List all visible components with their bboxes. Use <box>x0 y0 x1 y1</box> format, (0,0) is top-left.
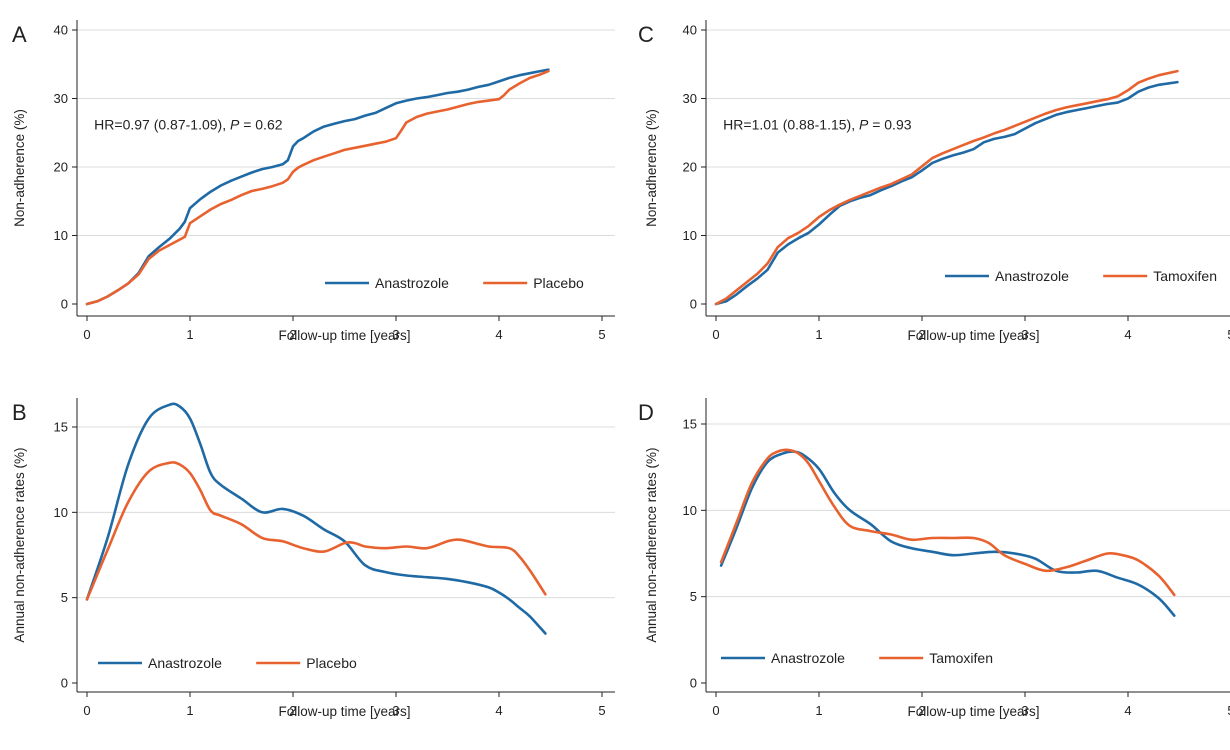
panel-a: A 0 10 20 30 40 0 1 2 3 4 5 Follow-up time [years] No… <box>12 20 615 343</box>
annotation-suffix: = 0.62 <box>239 116 282 132</box>
legend: Anastrozole Placebo <box>98 655 357 671</box>
x-tick-label: 5 <box>1227 327 1230 342</box>
y-tick-label: 5 <box>690 589 697 604</box>
legend: Anastrozole Placebo <box>325 275 584 291</box>
panel-letter: C <box>638 22 654 47</box>
x-tick-label: 4 <box>1124 327 1131 342</box>
x-axis-title: Follow-up time [years] <box>278 328 410 343</box>
y-tick-label: 30 <box>54 91 68 106</box>
legend-label-anastrozole: Anastrozole <box>995 268 1069 284</box>
y-tick-label: 10 <box>683 503 697 518</box>
y-tick-label: 0 <box>61 297 68 312</box>
legend-label-placebo: Placebo <box>533 275 584 291</box>
x-tick-label: 0 <box>712 327 719 342</box>
legend: Anastrozole Tamoxifen <box>945 268 1217 284</box>
series-line-anastrozole <box>85 68 550 306</box>
panel-b: B 0 5 10 15 0 1 2 3 4 5 Follow-up time [years] Annua… <box>12 398 615 719</box>
x-tick-label: 5 <box>598 703 605 718</box>
legend-label-tamoxifen: Tamoxifen <box>929 650 993 666</box>
y-tick-label: 10 <box>683 228 697 243</box>
x-tick-label: 4 <box>495 703 502 718</box>
annotation-p-symbol: P <box>230 116 240 132</box>
series-line-anastrozole <box>714 80 1179 306</box>
annotation-suffix: = 0.93 <box>868 116 911 132</box>
panel-letter: D <box>638 400 654 425</box>
y-tick-label: 15 <box>683 417 697 432</box>
y-tick-label: 0 <box>690 676 697 691</box>
series-line-tamoxifen <box>719 448 1176 597</box>
panel-c: C 0 10 20 30 40 0 1 2 3 4 5 Follow-up time [years] No… <box>638 20 1230 343</box>
y-tick-label: 40 <box>683 23 697 38</box>
legend-label-anastrozole: Anastrozole <box>148 655 222 671</box>
x-tick-label: 0 <box>83 327 90 342</box>
legend: Anastrozole Tamoxifen <box>721 650 993 666</box>
y-tick-label: 20 <box>683 160 697 175</box>
annotation-p-symbol: P <box>859 116 869 132</box>
x-tick-label: 4 <box>1124 703 1131 718</box>
y-tick-label: 30 <box>683 91 697 106</box>
x-tick-label: 1 <box>186 327 193 342</box>
series-line-anastrozole <box>719 450 1176 617</box>
x-tick-label: 1 <box>186 703 193 718</box>
y-tick-label: 10 <box>54 505 68 520</box>
y-tick-label: 0 <box>61 676 68 691</box>
x-axis-title: Follow-up time [years] <box>907 704 1039 719</box>
panel-d: D 0 5 10 15 0 1 2 3 4 5 Follow-up time [years] Annua… <box>638 398 1230 719</box>
panel-letter: A <box>12 22 27 47</box>
annotation-prefix: HR=0.97 (0.87-1.09), <box>94 116 230 132</box>
x-tick-label: 1 <box>815 327 822 342</box>
series-line-placebo <box>85 461 547 601</box>
hazard-ratio-annotation: HR=0.97 (0.87-1.09), P = 0.62 <box>94 116 283 132</box>
x-tick-label: 5 <box>1227 703 1230 718</box>
x-tick-label: 3 <box>392 327 399 342</box>
x-tick-label: 2 <box>918 327 925 342</box>
y-axis-title: Non-adherence (%) <box>12 109 27 227</box>
legend-label-anastrozole: Anastrozole <box>771 650 845 666</box>
x-tick-label: 0 <box>712 703 719 718</box>
y-axis-title: Annual non-adherence rates (%) <box>12 447 27 642</box>
x-tick-label: 0 <box>83 703 90 718</box>
y-tick-label: 40 <box>54 23 68 38</box>
y-tick-label: 5 <box>61 590 68 605</box>
legend-label-anastrozole: Anastrozole <box>375 275 449 291</box>
x-tick-label: 5 <box>598 327 605 342</box>
panel-letter: B <box>12 400 27 425</box>
y-tick-label: 20 <box>54 160 68 175</box>
y-axis-title: Annual non-adherence rates (%) <box>644 447 659 642</box>
x-tick-label: 3 <box>392 703 399 718</box>
y-tick-label: 15 <box>54 420 68 435</box>
annotation-prefix: HR=1.01 (0.88-1.15), <box>723 116 859 132</box>
y-tick-label: 10 <box>54 228 68 243</box>
legend-label-tamoxifen: Tamoxifen <box>1153 268 1217 284</box>
x-tick-label: 2 <box>289 327 296 342</box>
y-axis-title: Non-adherence (%) <box>644 109 659 227</box>
series-line-tamoxifen <box>714 69 1179 306</box>
x-axis-title: Follow-up time [years] <box>907 328 1039 343</box>
series-line-anastrozole <box>85 402 547 635</box>
x-tick-label: 3 <box>1021 703 1028 718</box>
hazard-ratio-annotation: HR=1.01 (0.88-1.15), P = 0.93 <box>723 116 912 132</box>
x-tick-label: 4 <box>495 327 502 342</box>
x-tick-label: 3 <box>1021 327 1028 342</box>
legend-label-placebo: Placebo <box>306 655 357 671</box>
x-tick-label: 1 <box>815 703 822 718</box>
x-tick-label: 2 <box>918 703 925 718</box>
y-tick-label: 0 <box>690 297 697 312</box>
x-axis-title: Follow-up time [years] <box>278 704 410 719</box>
x-tick-label: 2 <box>289 703 296 718</box>
series-line-placebo <box>85 69 550 306</box>
